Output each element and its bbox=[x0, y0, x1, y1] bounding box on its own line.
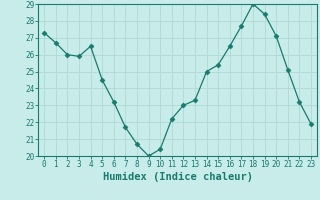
X-axis label: Humidex (Indice chaleur): Humidex (Indice chaleur) bbox=[103, 172, 252, 182]
